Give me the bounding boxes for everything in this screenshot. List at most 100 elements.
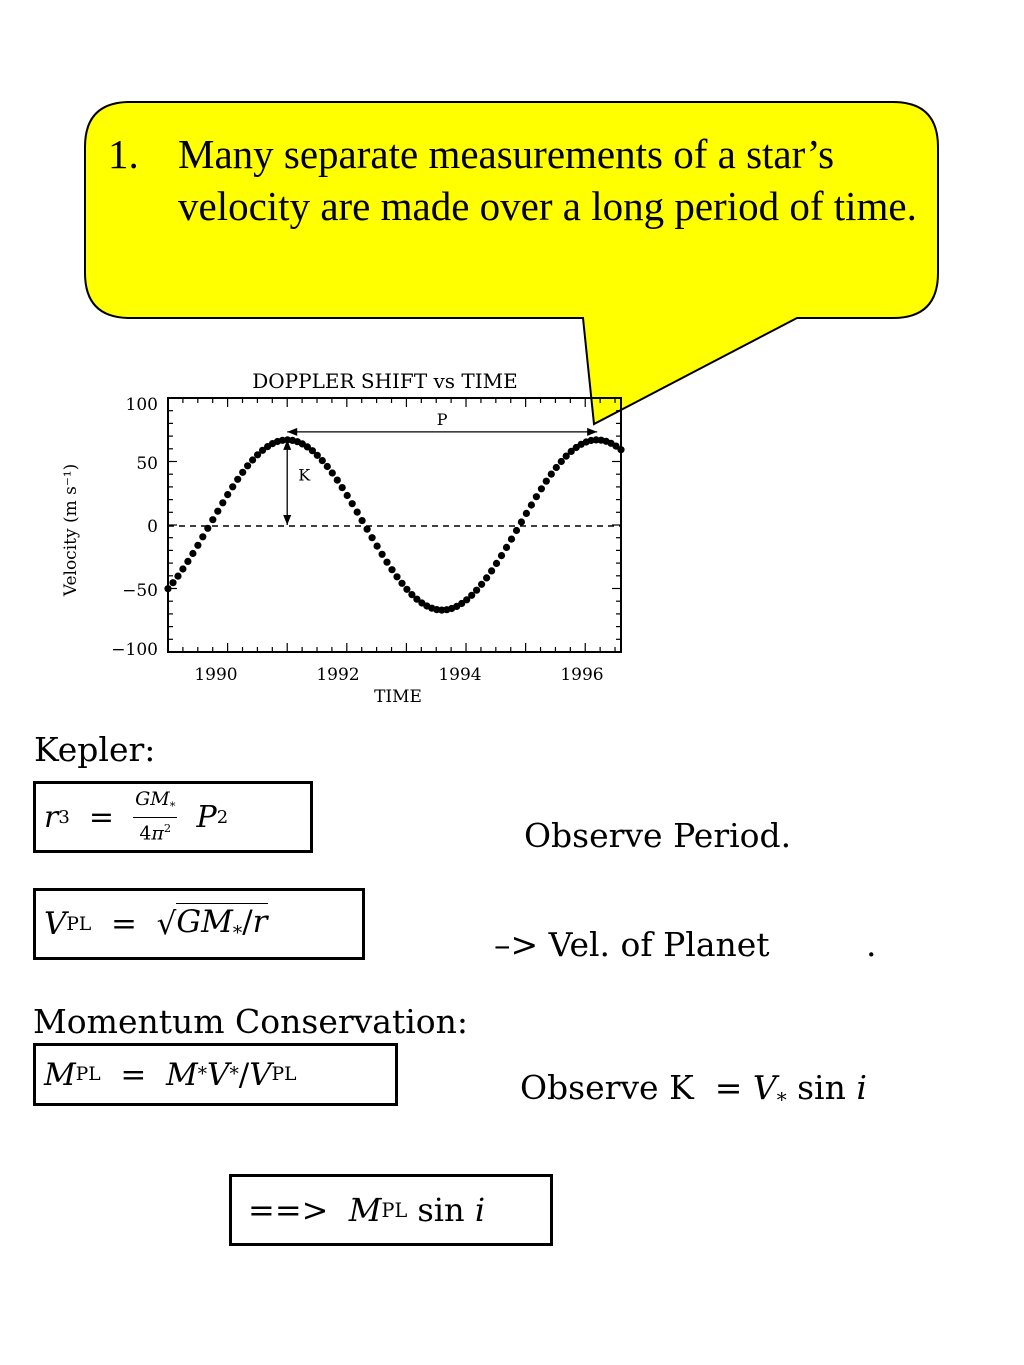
annotations: PK	[283, 410, 598, 525]
data-point	[194, 541, 202, 549]
data-point	[199, 533, 207, 541]
axis-ticks	[167, 397, 621, 653]
y-tick-label: 50	[136, 454, 158, 474]
data-point	[169, 579, 177, 587]
data-point	[378, 550, 386, 558]
data-point	[542, 477, 550, 485]
velocity-arrow-label: –> Vel. of Planet	[494, 925, 770, 964]
data-point	[463, 596, 471, 604]
velocity-period-dot: .	[866, 925, 877, 964]
data-point	[239, 468, 247, 476]
data-point	[617, 446, 625, 454]
velocity-equation-box: V PL = √ GM*/r	[33, 888, 365, 960]
data-point	[562, 452, 570, 460]
data-point	[373, 542, 381, 550]
data-point	[388, 566, 396, 574]
chart-text: DOPPLER SHIFT vs TIME TIME Velocity (m s…	[61, 369, 604, 707]
data-point	[209, 516, 217, 524]
data-point	[303, 443, 311, 451]
y-axis-label: Velocity (m s⁻¹)	[61, 464, 81, 598]
chart-title: DOPPLER SHIFT vs TIME	[252, 369, 518, 393]
observe-k-row: Observe K = V* sin i	[520, 1068, 867, 1112]
data-point	[468, 591, 476, 599]
period-arrowhead	[287, 427, 298, 436]
list-number: 1.	[108, 131, 139, 177]
momentum-heading: Momentum Conservation:	[33, 1002, 469, 1041]
amplitude-label: K	[298, 465, 311, 484]
data-point	[363, 525, 371, 533]
data-point	[323, 462, 331, 471]
data-point	[612, 442, 620, 450]
kepler-heading: Kepler:	[34, 730, 156, 769]
data-points	[164, 436, 625, 614]
data-point	[517, 518, 526, 526]
plot-area: PK	[164, 397, 625, 653]
data-point	[249, 456, 257, 464]
data-point	[174, 572, 182, 580]
data-point	[393, 573, 401, 581]
data-point	[483, 574, 491, 582]
x-tick-label: 1990	[194, 665, 237, 685]
data-point	[488, 567, 496, 575]
data-point	[492, 559, 501, 568]
data-point	[403, 585, 411, 593]
data-point	[343, 491, 351, 500]
data-point	[328, 469, 336, 477]
data-point	[219, 499, 227, 507]
data-point	[164, 585, 172, 593]
amplitude-arrowhead	[283, 515, 292, 525]
y-tick-label: −100	[111, 640, 158, 660]
data-point	[333, 476, 341, 484]
data-point	[348, 500, 356, 508]
plot-frame	[167, 397, 622, 653]
momentum-equation-box: M PL = M * V * / V PL	[33, 1043, 398, 1106]
data-point	[259, 446, 267, 454]
data-point	[413, 595, 421, 603]
result-box: ==> M PL sin i	[229, 1174, 553, 1246]
data-point	[458, 599, 466, 608]
data-point	[254, 451, 262, 459]
data-point	[408, 591, 416, 599]
data-point	[527, 501, 536, 509]
period-arrowhead	[587, 427, 598, 436]
data-point	[532, 493, 541, 501]
data-point	[552, 463, 560, 472]
data-point	[567, 447, 575, 455]
data-point	[189, 549, 197, 558]
data-point	[547, 470, 555, 478]
y-tick-label: 0	[147, 517, 158, 537]
data-point	[368, 534, 376, 542]
callout-bubble	[84, 101, 939, 426]
data-point	[184, 557, 192, 566]
data-point	[214, 507, 222, 515]
data-point	[229, 483, 237, 491]
data-point	[507, 535, 516, 543]
data-point	[512, 526, 521, 535]
data-point	[537, 485, 546, 493]
data-point	[497, 552, 506, 560]
data-point	[318, 457, 326, 465]
data-point	[338, 484, 346, 492]
x-tick-label: 1992	[316, 665, 359, 685]
x-tick-label: 1996	[560, 665, 603, 685]
x-axis-label: TIME	[374, 687, 422, 707]
data-point	[224, 491, 232, 499]
period-label: P	[437, 410, 448, 429]
data-point	[179, 565, 187, 573]
data-point	[204, 524, 212, 532]
data-point	[502, 543, 511, 552]
observe-k-label: Observe K	[520, 1068, 694, 1107]
data-point	[313, 451, 321, 459]
data-point	[353, 508, 361, 516]
data-point	[522, 509, 531, 517]
x-tick-label: 1994	[438, 665, 481, 685]
callout-text: Many separate measurements of a star’s v…	[178, 131, 917, 229]
data-point	[398, 579, 406, 587]
amplitude-arrowhead	[283, 439, 292, 450]
data-point	[234, 475, 242, 483]
data-point	[308, 447, 316, 455]
y-tick-label: 100	[126, 395, 158, 415]
data-point	[473, 586, 481, 594]
